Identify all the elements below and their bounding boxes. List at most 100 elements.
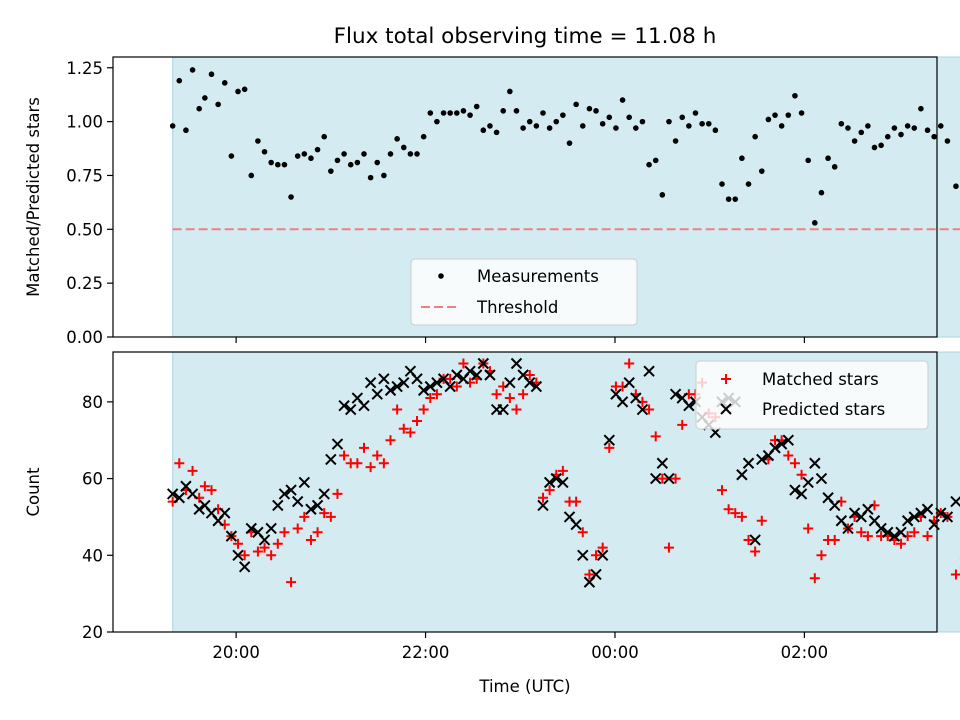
- legend-label: Measurements: [477, 267, 599, 286]
- measurement-point: [347, 161, 354, 168]
- measurement-point: [911, 125, 918, 131]
- matched-star-point: [418, 404, 429, 415]
- matched-star-point: [950, 569, 960, 580]
- measurement-point: [407, 151, 414, 157]
- predicted-star-point: [424, 380, 436, 393]
- predicted-star-point: [371, 388, 383, 400]
- y-tick-label: 1.00: [66, 113, 103, 132]
- matched-star-point: [305, 534, 316, 545]
- matched-star-point: [259, 542, 270, 553]
- measurement-point: [619, 97, 626, 103]
- predicted-star-point: [530, 380, 543, 393]
- matched-star-point: [425, 393, 436, 404]
- measurement-point: [672, 138, 679, 144]
- matched-star-point: [803, 523, 814, 534]
- matched-star-point: [187, 465, 198, 476]
- predicted-star-point: [736, 469, 748, 481]
- predicted-star-point: [636, 403, 649, 416]
- predicted-star-point: [417, 384, 430, 397]
- matched-star-point: [339, 450, 350, 461]
- measurement-point: [288, 194, 294, 200]
- predicted-star-point: [431, 376, 443, 389]
- predicted-star-point: [378, 373, 390, 385]
- y-tick-label: 80: [82, 393, 103, 412]
- measurement-point: [354, 159, 361, 166]
- predicted-star-point: [358, 399, 370, 412]
- measurement-point: [825, 155, 831, 162]
- legend-box: [410, 258, 638, 326]
- predicted-star-point: [291, 495, 304, 508]
- matched-star-point: [365, 462, 376, 473]
- predicted-star-point: [882, 526, 894, 538]
- measurement-point: [460, 108, 467, 114]
- measurement-point: [507, 88, 513, 95]
- matched-star-point: [332, 488, 343, 499]
- measurement-point: [400, 144, 407, 151]
- measurement-point: [275, 161, 281, 168]
- matched-star-point: [325, 511, 336, 522]
- measurement-point: [858, 129, 865, 136]
- matched-star-point: [677, 419, 688, 430]
- measurement-point: [924, 127, 931, 134]
- measurement-point: [248, 172, 255, 179]
- measurement-point: [712, 127, 719, 134]
- legend-label: Matched stars: [762, 370, 879, 389]
- matched-star-point: [392, 404, 403, 415]
- measurement-point: [341, 151, 347, 157]
- measurement-point: [294, 153, 301, 159]
- measurement-point: [235, 88, 241, 95]
- predicted-star-point: [656, 457, 669, 469]
- measurement-point: [659, 192, 666, 198]
- predicted-star-point: [590, 568, 602, 581]
- matched-star-point: [272, 538, 283, 549]
- measurement-point: [281, 161, 288, 168]
- measurement-point: [520, 125, 526, 131]
- predicted-star-point: [908, 511, 920, 523]
- measurement-point: [579, 123, 586, 129]
- matched-star-point: [789, 458, 800, 469]
- predicted-star-point: [298, 476, 311, 489]
- x-tick-label: 22:00: [402, 643, 450, 662]
- measurement-point: [937, 123, 944, 129]
- measurement-point: [845, 125, 851, 131]
- measurement-point: [361, 151, 367, 157]
- measurement-point: [546, 125, 553, 131]
- predicted-star-point: [311, 499, 324, 512]
- measurement-point: [918, 105, 924, 112]
- matched-star-point: [266, 550, 277, 561]
- measurement-point: [699, 120, 705, 127]
- measurement-point: [196, 105, 202, 112]
- y-axis-label: Matched/Predicted stars: [24, 97, 43, 297]
- predicted-star-point: [285, 484, 297, 496]
- measurement-point: [818, 189, 825, 196]
- top-panel: 0.00 0.25 0.50 0.75 1.00 1.25 Matched/Predicte…: [24, 56, 960, 347]
- predicted-star-point: [186, 488, 199, 500]
- x-tick-label: 20:00: [212, 643, 260, 662]
- legend-predicted-marker: [720, 403, 732, 415]
- measurement-point: [334, 157, 341, 164]
- measurement-point: [427, 110, 434, 116]
- predicted-star-point: [173, 492, 186, 504]
- predicted-star-point: [669, 388, 682, 400]
- measurement-point: [798, 110, 805, 116]
- y-axis-label: Count: [24, 467, 43, 517]
- measurement-point: [189, 67, 196, 73]
- predicted-star-point: [166, 488, 179, 500]
- predicted-star-point: [663, 472, 675, 485]
- predicted-star-point: [497, 403, 509, 416]
- measurement-point: [367, 174, 374, 181]
- measurement-point: [593, 108, 599, 114]
- measurement-point: [739, 155, 745, 162]
- measurement-point: [745, 181, 752, 187]
- predicted-star-point: [895, 526, 907, 538]
- predicted-star-point: [829, 499, 841, 512]
- y-tick-label: 1.25: [66, 59, 103, 78]
- predicted-star-point: [398, 376, 410, 389]
- predicted-star-point: [225, 530, 238, 542]
- measurement-point: [566, 140, 573, 146]
- measurement-point: [865, 123, 871, 129]
- matched-star-point: [518, 389, 529, 400]
- matched-star-point: [405, 427, 416, 438]
- predicted-star-point: [915, 507, 927, 519]
- measurement-point: [652, 157, 659, 164]
